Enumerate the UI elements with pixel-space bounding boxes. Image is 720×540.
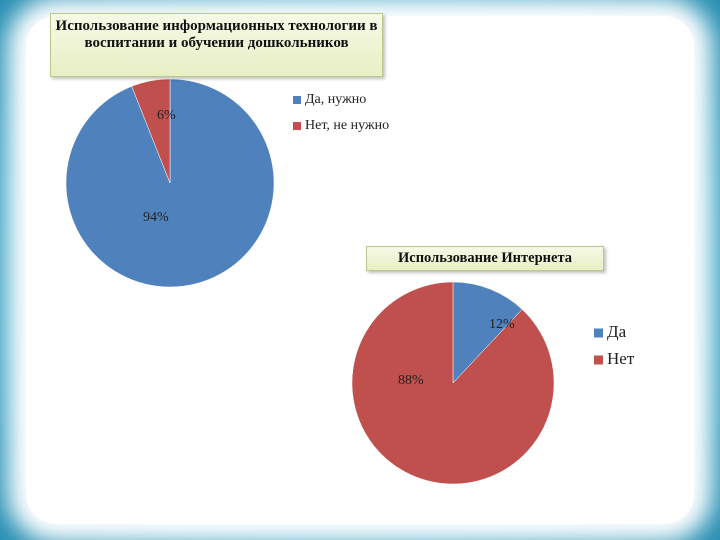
legend-swatch (293, 96, 301, 104)
legend-label: Нет (607, 349, 635, 368)
legend-swatch (594, 328, 603, 338)
data-label: 12% (489, 317, 515, 332)
legend-swatch (293, 122, 301, 130)
legend-label: Да (607, 322, 627, 341)
data-label: 94% (143, 210, 169, 225)
data-label: 88% (398, 373, 424, 388)
pie-slice (351, 281, 555, 485)
pie-slice (452, 281, 523, 384)
legend-swatch (594, 355, 603, 365)
legend-label: Нет, не нужно (305, 118, 389, 133)
legend-label: Да, нужно (305, 92, 366, 107)
chart-title: Использование Интернета (366, 246, 604, 271)
pie-slice (131, 78, 171, 184)
data-label: 6% (157, 108, 176, 123)
chart-title: Использование информационных технологии … (50, 13, 383, 77)
